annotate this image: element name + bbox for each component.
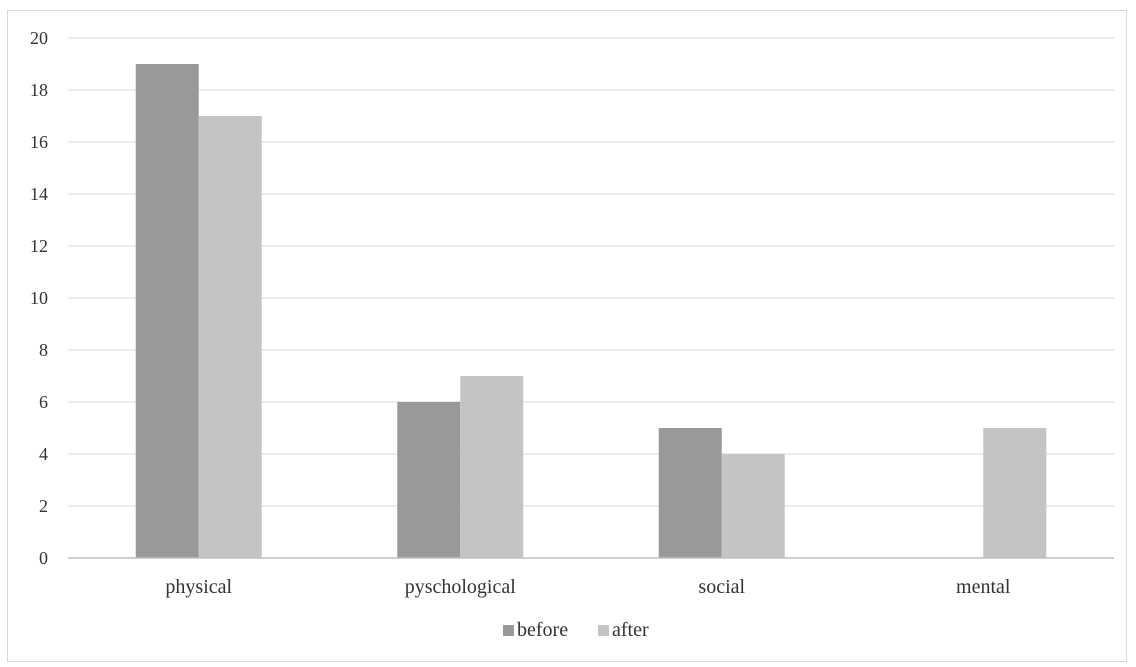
y-tick-label: 6 xyxy=(39,392,48,412)
legend-label-before: before xyxy=(517,619,568,641)
y-tick-label: 2 xyxy=(39,496,48,516)
x-tick-label: social xyxy=(698,576,745,598)
legend-label-after: after xyxy=(612,619,649,641)
y-tick-label: 12 xyxy=(30,236,48,256)
y-tick-label: 4 xyxy=(39,444,48,464)
y-tick-label: 20 xyxy=(30,28,48,48)
y-tick-label: 18 xyxy=(30,80,48,100)
x-tick-label: physical xyxy=(165,576,232,598)
bar-before-physical xyxy=(135,64,199,558)
bar-before-social xyxy=(658,428,722,558)
bar-after-mental xyxy=(983,428,1047,558)
y-tick-label: 16 xyxy=(30,132,48,152)
y-tick-label: 14 xyxy=(30,184,48,204)
bar-after-social xyxy=(721,454,785,558)
legend-swatch-after xyxy=(598,625,609,636)
bar-after-pyschological xyxy=(460,376,524,558)
x-tick-label: pyschological xyxy=(405,576,517,598)
y-tick-label: 0 xyxy=(39,548,48,568)
legend-swatch-before xyxy=(503,625,514,636)
x-tick-label: mental xyxy=(956,576,1011,598)
bar-after-physical xyxy=(198,116,262,558)
y-tick-label: 10 xyxy=(30,288,48,308)
y-tick-label: 8 xyxy=(39,340,48,360)
bar-before-pyschological xyxy=(397,402,461,558)
